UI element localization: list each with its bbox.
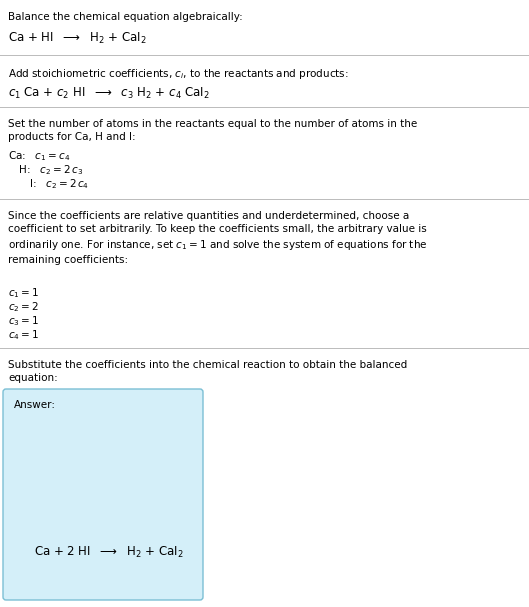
Text: Add stoichiometric coefficients, $c_i$, to the reactants and products:: Add stoichiometric coefficients, $c_i$, …	[8, 67, 349, 81]
Text: Ca + HI  $\longrightarrow$  H$_2$ + CaI$_2$: Ca + HI $\longrightarrow$ H$_2$ + CaI$_2…	[8, 31, 147, 46]
Text: Set the number of atoms in the reactants equal to the number of atoms in the
pro: Set the number of atoms in the reactants…	[8, 119, 417, 142]
Text: Ca + 2 HI  $\longrightarrow$  H$_2$ + CaI$_2$: Ca + 2 HI $\longrightarrow$ H$_2$ + CaI$…	[34, 545, 184, 560]
Text: Answer:: Answer:	[14, 400, 56, 410]
Text: I:   $c_2 = 2\,c_4$: I: $c_2 = 2\,c_4$	[16, 177, 89, 191]
Text: $c_3 = 1$: $c_3 = 1$	[8, 314, 39, 328]
Text: Balance the chemical equation algebraically:: Balance the chemical equation algebraica…	[8, 12, 243, 22]
Text: $c_4 = 1$: $c_4 = 1$	[8, 328, 39, 342]
Text: $c_2 = 2$: $c_2 = 2$	[8, 300, 39, 314]
Text: $c_1$ Ca + $c_2$ HI  $\longrightarrow$  $c_3$ H$_2$ + $c_4$ CaI$_2$: $c_1$ Ca + $c_2$ HI $\longrightarrow$ $c…	[8, 86, 210, 101]
Text: H:   $c_2 = 2\,c_3$: H: $c_2 = 2\,c_3$	[12, 163, 83, 177]
Text: Substitute the coefficients into the chemical reaction to obtain the balanced
eq: Substitute the coefficients into the che…	[8, 360, 407, 383]
Text: Ca:   $c_1 = c_4$: Ca: $c_1 = c_4$	[8, 149, 70, 163]
FancyBboxPatch shape	[3, 389, 203, 600]
Text: Since the coefficients are relative quantities and underdetermined, choose a
coe: Since the coefficients are relative quan…	[8, 211, 427, 265]
Text: $c_1 = 1$: $c_1 = 1$	[8, 286, 39, 300]
